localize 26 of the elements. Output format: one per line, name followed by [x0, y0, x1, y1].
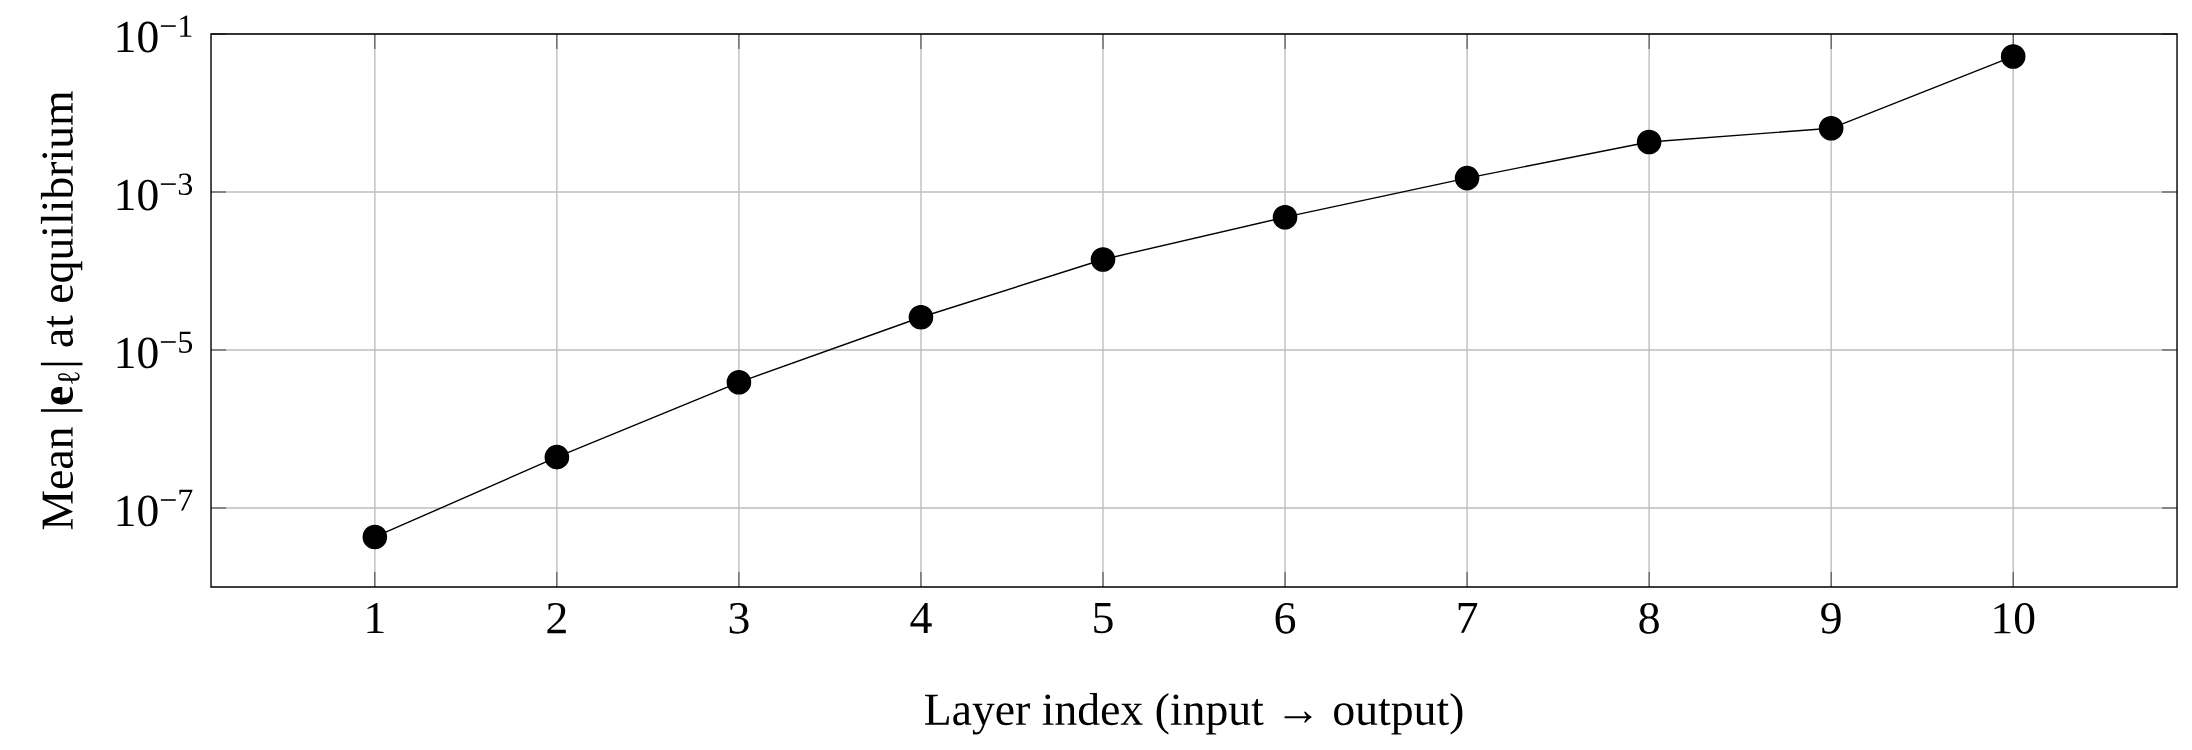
x-tick-label: 10 [1994, 603, 2035, 634]
x-tick-label: 4 [910, 602, 932, 634]
x-tick-label: 9 [1821, 603, 1841, 634]
x-tick-label: 3 [729, 603, 749, 634]
point [362, 524, 388, 550]
y-axis-title: Mean |e$_{ℓ}$| at equilibrium [40, 91, 83, 530]
point [726, 370, 752, 395]
y-tick-label: 10$^{−5}$ [117, 331, 193, 369]
y-tick-label: 10$^{−3}$ [117, 173, 193, 211]
x-tick-label: 8 [1639, 603, 1659, 634]
point [908, 304, 934, 330]
x-tick-label: 5 [1094, 603, 1113, 634]
point [1454, 165, 1480, 191]
y-tick-label: 10$^{−1}$ [117, 15, 192, 53]
point [1818, 116, 1844, 141]
point [1090, 247, 1116, 272]
y-tick-label: 10$^{−7}$ [117, 489, 193, 527]
x-axis-title: Layer index (input → output) [925, 693, 1463, 735]
point [544, 444, 570, 470]
point [2000, 44, 2026, 69]
point [1272, 204, 1298, 230]
x-tick-label: 1 [367, 603, 384, 634]
x-tick-label: 2 [547, 603, 566, 634]
x-tick-label: 6 [1275, 603, 1296, 634]
x-tick-label: 7 [1458, 603, 1478, 633]
point [1636, 129, 1662, 155]
